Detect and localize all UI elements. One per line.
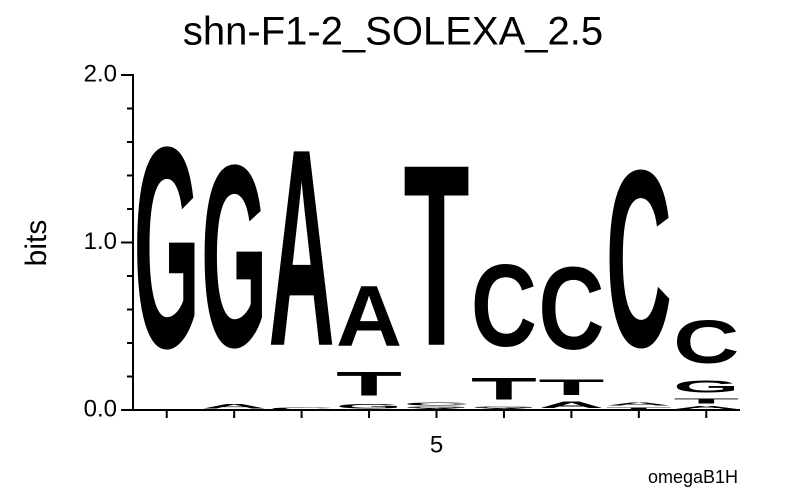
logo-letter: T — [673, 397, 739, 405]
logo-letter: A — [673, 405, 739, 410]
logo-letter: G — [336, 403, 402, 410]
logo-letter: G — [201, 112, 267, 402]
logo-letter: T — [606, 407, 672, 410]
logo-letter: C — [673, 307, 739, 376]
logo-letter: A — [538, 400, 604, 410]
logo-letter: G — [403, 407, 469, 409]
y-tick-label: 1.0 — [84, 228, 117, 255]
logo-letter: C — [606, 119, 672, 401]
logo-letter: G — [134, 86, 200, 407]
logo-letter: G — [471, 407, 537, 409]
logo-letter: A — [403, 408, 469, 410]
y-tick-label: 0.0 — [84, 395, 117, 422]
logo-letter: C — [403, 402, 469, 407]
logo-letter: A — [471, 408, 537, 410]
logo-letter: A — [201, 403, 267, 410]
logo-letter: A — [269, 92, 335, 405]
logo-letter: A — [336, 267, 402, 364]
x-tick-label: 5 — [430, 431, 443, 458]
footer: omegaB1H — [648, 467, 738, 487]
logo-letter: T — [471, 371, 537, 406]
logo-letter: T — [403, 111, 469, 401]
logo-letter: T — [336, 365, 402, 404]
chart-title: shn-F1-2_SOLEXA_2.5 — [183, 10, 603, 54]
logo-letter: A — [606, 402, 672, 407]
logo-letter: G — [673, 377, 739, 397]
logo-letter: T — [538, 375, 604, 400]
logo-letter: C — [471, 241, 537, 371]
y-tick-label: 2.0 — [84, 60, 117, 87]
logo-letter: C — [538, 243, 604, 375]
y-axis-label: bits — [20, 220, 53, 267]
logo-letter: C — [269, 407, 335, 410]
